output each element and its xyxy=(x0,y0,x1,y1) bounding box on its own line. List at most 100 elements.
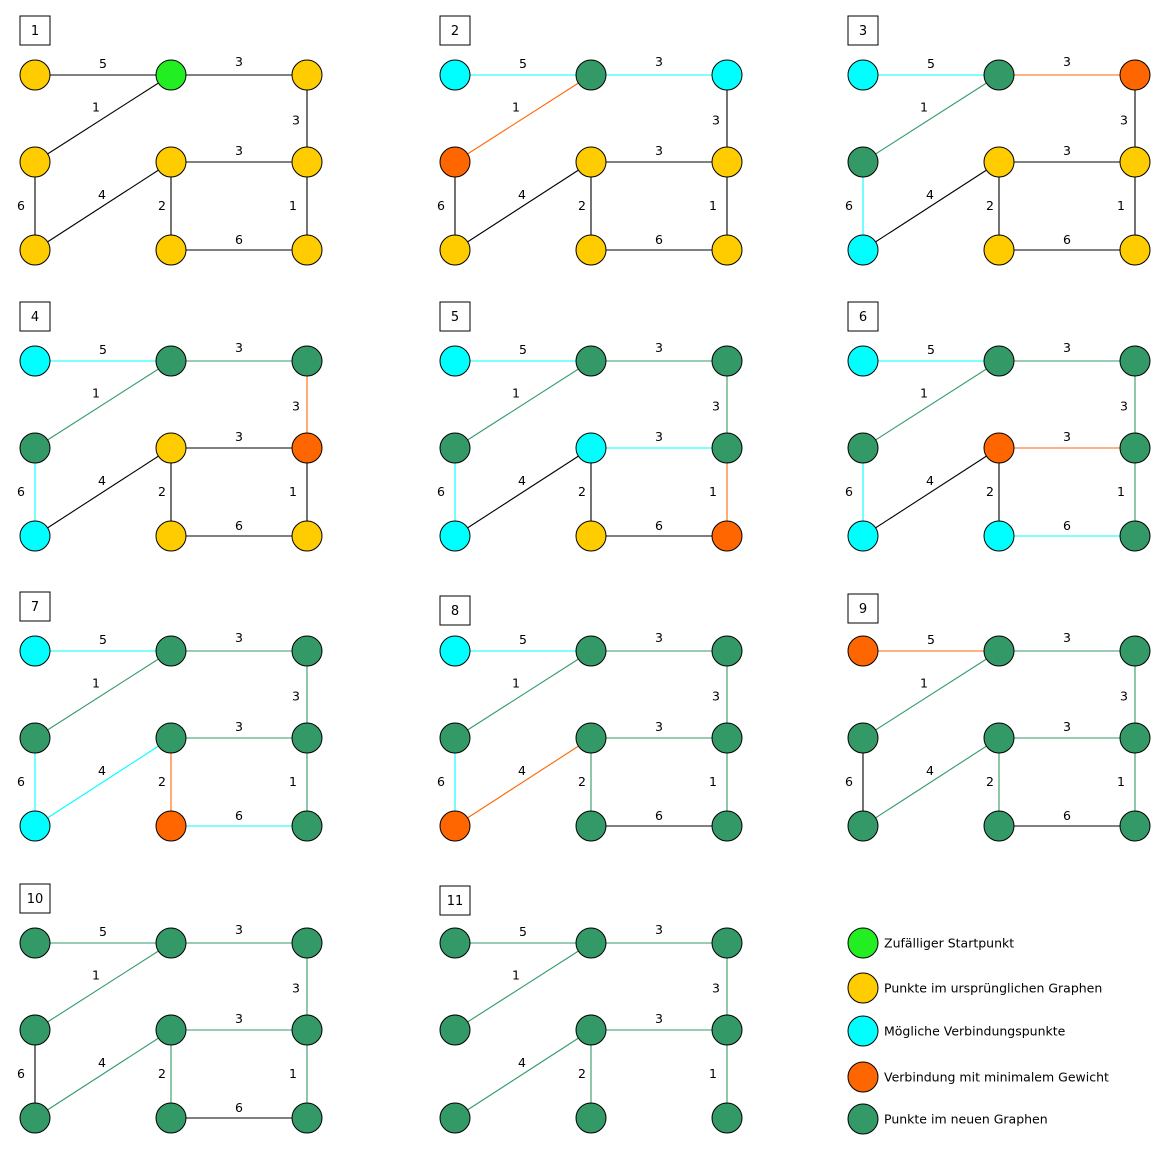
node-g-tree xyxy=(847,810,879,842)
step-number-box xyxy=(439,595,471,626)
step-number: 10 xyxy=(27,892,44,907)
node-d-minimal xyxy=(439,146,471,178)
edge-weight-label: 1 xyxy=(920,676,928,691)
node-b-tree xyxy=(983,59,1015,91)
edge-weight-label: 2 xyxy=(578,484,586,499)
edge-weight-label: 3 xyxy=(292,399,300,414)
edge-weight-label: 4 xyxy=(98,1055,106,1070)
node-f-original xyxy=(711,146,743,178)
step-number: 3 xyxy=(859,24,867,39)
node-a-candidate xyxy=(19,635,51,667)
node-i-minimal xyxy=(711,520,743,552)
node-d-tree xyxy=(847,146,879,178)
step-panel-1: 1 5 3 1 3 3 6 4 2 1 6 xyxy=(17,15,323,266)
node-b-tree xyxy=(575,635,607,667)
edge-weight-label: 1 xyxy=(1117,774,1125,789)
edge-b-d xyxy=(862,650,1000,739)
edge-weight-label: 4 xyxy=(518,187,526,202)
node-c-tree xyxy=(711,635,743,667)
edge-weight-label: 1 xyxy=(512,676,520,691)
edge-weight-label: 3 xyxy=(712,689,720,704)
edge-weight-label: 2 xyxy=(986,774,994,789)
step-panel-7: 7 5 3 1 3 3 6 4 2 1 6 xyxy=(17,591,323,842)
edge-weight-label: 1 xyxy=(92,676,100,691)
edge-weight-label: 3 xyxy=(1120,689,1128,704)
node-g-original xyxy=(439,234,471,266)
edge-weight-label: 3 xyxy=(292,113,300,128)
edge-weight-label: 5 xyxy=(927,342,935,357)
node-e-minimal xyxy=(983,432,1015,464)
edge-weight-label: 2 xyxy=(578,1066,586,1081)
node-a-candidate xyxy=(439,345,471,377)
node-d-tree xyxy=(19,1014,51,1046)
step-panel-10: 10 5 3 1 3 3 6 4 2 1 6 xyxy=(17,883,323,1134)
node-i-tree xyxy=(291,1102,323,1134)
edge-weight-label: 6 xyxy=(1063,808,1071,823)
step-panel-9: 9 5 3 1 3 3 6 4 2 1 6 xyxy=(845,593,1151,842)
edge-weight-label: 3 xyxy=(235,719,243,734)
node-f-tree xyxy=(711,1014,743,1046)
edge-e-g xyxy=(862,737,1000,827)
node-d-original xyxy=(19,146,51,178)
node-f-tree xyxy=(1119,432,1151,464)
node-e-tree xyxy=(575,722,607,754)
node-b-tree xyxy=(575,59,607,91)
node-e-original xyxy=(575,146,607,178)
edge-weight-label: 3 xyxy=(292,981,300,996)
edge-weight-label: 3 xyxy=(1120,399,1128,414)
edge-weight-label: 3 xyxy=(235,1011,243,1026)
edge-weight-label: 6 xyxy=(437,484,445,499)
node-g-tree xyxy=(19,1102,51,1134)
edge-weight-label: 3 xyxy=(1063,143,1071,158)
node-d-tree xyxy=(439,432,471,464)
edge-weight-label: 3 xyxy=(655,54,663,69)
node-h-original xyxy=(155,234,187,266)
edge-weight-label: 5 xyxy=(99,632,107,647)
edge-weight-label: 2 xyxy=(158,1066,166,1081)
edge-weight-label: 3 xyxy=(712,399,720,414)
step-panel-8: 8 5 3 1 3 3 6 4 2 1 6 xyxy=(437,595,743,842)
edge-weight-label: 5 xyxy=(519,56,527,71)
step-number-box xyxy=(847,301,879,332)
node-e-candidate xyxy=(575,432,607,464)
node-e-tree xyxy=(155,1014,187,1046)
step-number: 11 xyxy=(447,894,464,909)
edge-e-g xyxy=(862,161,1000,251)
node-g-candidate xyxy=(847,234,879,266)
edge-weight-label: 3 xyxy=(655,143,663,158)
node-c-tree xyxy=(291,345,323,377)
edge-weight-label: 4 xyxy=(518,473,526,488)
node-e-original xyxy=(155,432,187,464)
node-h-candidate xyxy=(983,520,1015,552)
node-c-original xyxy=(291,59,323,91)
edge-weight-label: 2 xyxy=(986,484,994,499)
node-g-candidate xyxy=(19,520,51,552)
edge-weight-label: 5 xyxy=(99,924,107,939)
node-a-candidate xyxy=(19,345,51,377)
edge-weight-label: 2 xyxy=(986,198,994,213)
node-e-original xyxy=(155,146,187,178)
edge-weight-label: 1 xyxy=(920,100,928,115)
legend-swatch-minimal xyxy=(847,1061,879,1093)
node-c-candidate xyxy=(711,59,743,91)
node-h-original xyxy=(155,520,187,552)
edge-weight-label: 6 xyxy=(845,198,853,213)
edge-weight-label: 6 xyxy=(655,232,663,247)
edge-weight-label: 3 xyxy=(1063,429,1071,444)
edge-weight-label: 5 xyxy=(927,56,935,71)
node-i-original xyxy=(1119,234,1151,266)
step-panel-11: 11 5 3 1 3 3 4 2 1 xyxy=(439,885,743,1134)
node-i-tree xyxy=(711,810,743,842)
edge-weight-label: 4 xyxy=(98,763,106,778)
node-i-tree xyxy=(291,810,323,842)
edge-e-g xyxy=(454,447,592,537)
legend-swatch-candidate xyxy=(847,1015,879,1047)
edge-weight-label: 3 xyxy=(235,54,243,69)
edge-b-d xyxy=(454,74,592,163)
node-d-tree xyxy=(19,722,51,754)
edge-weight-label: 2 xyxy=(578,198,586,213)
edge-weight-label: 4 xyxy=(98,187,106,202)
node-c-tree xyxy=(1119,345,1151,377)
step-panel-4: 4 5 3 1 3 3 6 4 2 1 6 xyxy=(17,301,323,552)
node-h-original xyxy=(575,520,607,552)
